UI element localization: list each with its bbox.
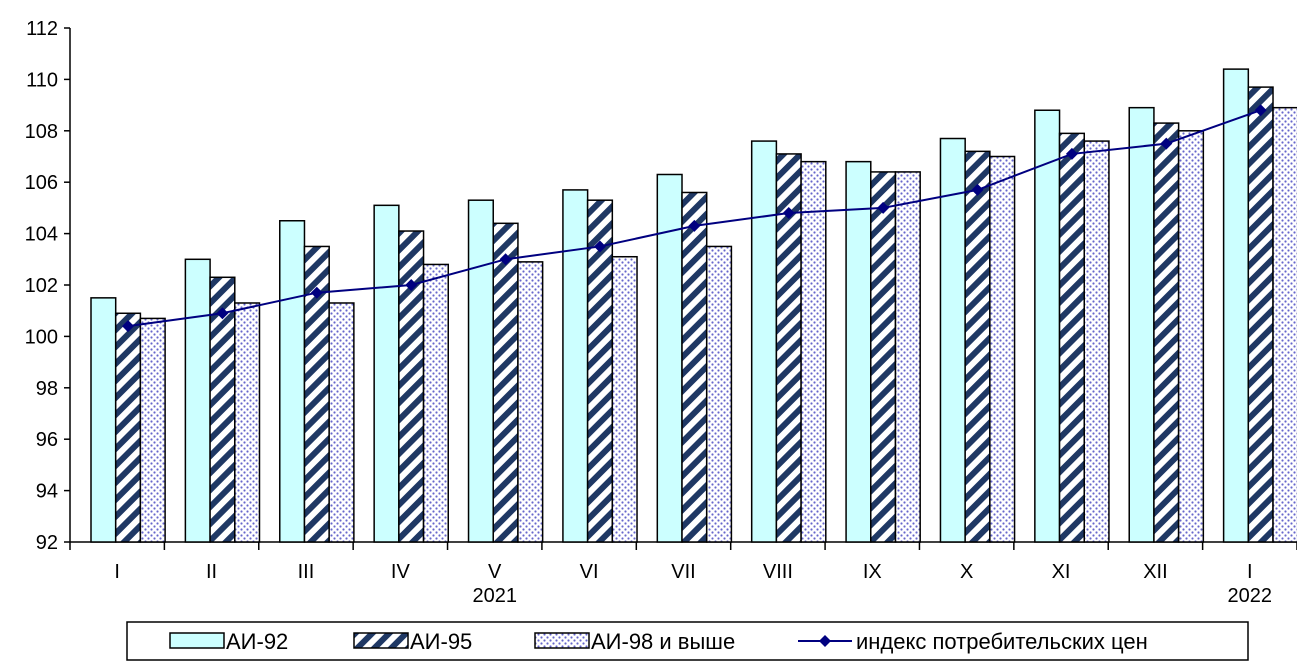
bar-аи-95 [1058, 132, 1085, 543]
y-tick-label: 100 [25, 326, 58, 348]
x-year-label: 2022 [1228, 585, 1273, 607]
bar-аи-95 [1247, 86, 1274, 543]
cpi-marker [216, 307, 229, 320]
bar-аи-92 [939, 137, 966, 543]
cpi-marker [405, 279, 418, 291]
cpi-marker [310, 286, 323, 299]
x-tick-label: V [488, 561, 502, 583]
cpi-marker [782, 207, 795, 220]
cpi-marker [1065, 147, 1078, 160]
bar-аи-95 [964, 150, 991, 543]
y-tick-label: 94 [36, 481, 58, 503]
y-tick-label: 112 [26, 18, 58, 40]
bar-аи-98-и-выше [328, 302, 355, 543]
cpi-marker [877, 201, 890, 214]
x-tick-label: VIII [763, 561, 793, 583]
y-tick-label: 106 [25, 172, 58, 194]
bar-аи-95 [681, 191, 708, 543]
legend-swatch-marker [819, 635, 831, 647]
bar-аи-98-и-выше [705, 245, 733, 543]
x-tick-label: X [960, 561, 973, 583]
bar-аи-92 [845, 160, 872, 543]
bar-аи-92 [1128, 106, 1155, 543]
x-tick-label: III [298, 561, 315, 583]
x-tick-label: VI [580, 561, 599, 583]
cpi-marker [122, 320, 135, 333]
bar-аи-92 [1222, 68, 1250, 543]
bar-аи-95 [1153, 122, 1180, 543]
bar-аи-95 [398, 230, 425, 543]
bar-аи-95 [114, 312, 142, 543]
legend-label: АИ-95 [410, 629, 472, 654]
legend-swatch [534, 632, 590, 649]
legend-box [126, 621, 1249, 661]
bar-аи-92 [373, 204, 400, 543]
legend-swatch [169, 632, 225, 649]
y-tick-label: 98 [36, 378, 58, 400]
bar-аи-92 [184, 258, 211, 543]
bar-аи-98-и-выше [989, 155, 1016, 543]
legend-label: АИ-98 и выше [591, 629, 735, 654]
x-tick-label: II [206, 561, 217, 583]
x-tick-label: XI [1052, 561, 1071, 583]
x-tick-label: IV [391, 561, 411, 583]
legend-label: АИ-92 [226, 629, 288, 654]
bar-аи-98-и-выше [517, 261, 544, 543]
bar-аи-95 [209, 276, 236, 543]
y-tick-label: 96 [36, 429, 58, 451]
bar-аи-98-и-выше [139, 317, 166, 543]
x-tick-label: XII [1143, 561, 1167, 583]
bar-аи-98-и-выше [234, 302, 261, 543]
bar-аи-98-и-выше [800, 160, 827, 543]
bar-аи-92 [467, 199, 494, 543]
bar-аи-98-и-выше [1083, 140, 1110, 543]
bar-аи-95 [303, 245, 330, 543]
bar-аи-92 [90, 297, 117, 543]
legend-swatch [353, 632, 409, 649]
bar-аи-92 [656, 173, 683, 543]
bar-аи-92 [562, 189, 589, 543]
x-tick-label: I [114, 561, 120, 583]
y-tick-label: 92 [36, 532, 58, 554]
cpi-marker [499, 253, 512, 266]
bar-аи-95 [492, 222, 519, 543]
x-tick-label: VII [671, 561, 695, 583]
y-tick-label: 110 [26, 69, 58, 91]
x-tick-label: IX [863, 561, 882, 583]
cpi-marker [593, 240, 606, 253]
bar-аи-92 [750, 140, 778, 543]
bar-аи-95 [586, 199, 614, 543]
y-tick-label: 108 [25, 121, 58, 143]
bar-аи-98-и-выше [1177, 130, 1205, 543]
bar-аи-95 [870, 171, 897, 543]
bar-аи-98-и-выше [611, 255, 638, 543]
y-tick-label: 104 [25, 224, 58, 246]
bar-аи-98-и-выше [422, 263, 450, 543]
cpi-marker [971, 183, 984, 196]
x-tick-label: I [1247, 561, 1253, 583]
cpi-marker [688, 219, 701, 232]
legend-label: индекс потребительских цен [856, 629, 1148, 654]
y-tick-label: 102 [25, 275, 58, 297]
bar-аи-92 [279, 220, 306, 543]
cpi-marker [1254, 104, 1267, 117]
legend: АИ-92 АИ-95 АИ-98 и выше индекс потребитель… [126, 621, 1249, 661]
x-year-label: 2021 [472, 585, 517, 607]
bar-аи-92 [1034, 109, 1061, 543]
cpi-marker [1160, 137, 1173, 150]
bar-аи-98-и-выше [894, 171, 921, 543]
bar-аи-98-и-выше [1272, 106, 1297, 543]
